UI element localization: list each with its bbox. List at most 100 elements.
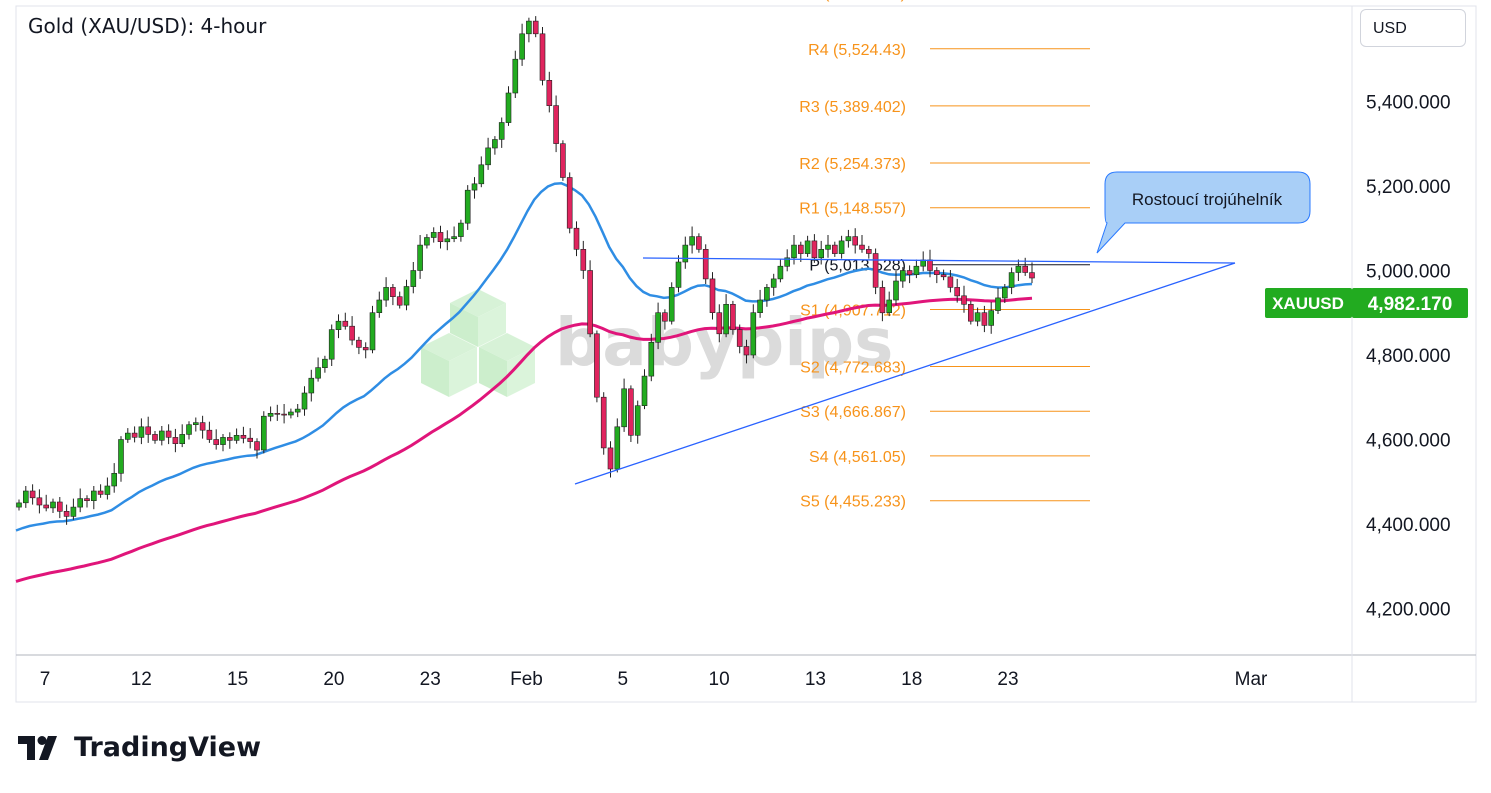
- candle-down: [539, 33, 546, 81]
- candle-up: [444, 238, 451, 243]
- pivot-label: P (5,013.528): [809, 258, 906, 275]
- candle-up: [111, 472, 117, 487]
- pivot-label: R2 (5,254.373): [799, 156, 906, 173]
- candle-up: [186, 424, 192, 435]
- candle-down: [29, 490, 36, 499]
- y-tick-label: 4,600.000: [1366, 431, 1451, 452]
- currency-button[interactable]: USD: [1360, 9, 1466, 47]
- candle-down: [797, 244, 804, 254]
- candle-up: [451, 236, 457, 240]
- candle-up: [750, 312, 757, 356]
- x-tick-label: 23: [420, 669, 441, 690]
- candle-up: [804, 240, 811, 254]
- candle-up: [845, 236, 852, 242]
- candle-down: [594, 333, 600, 398]
- callout-bubble[interactable]: Rostoucí trojúhelník: [1096, 171, 1311, 254]
- candle-down: [213, 439, 219, 445]
- candle-down: [662, 312, 668, 322]
- tradingview-brand[interactable]: TradingView: [18, 732, 261, 763]
- candle-up: [634, 405, 641, 436]
- candle-down: [940, 274, 947, 278]
- watermark-cubes-icon: [421, 289, 535, 397]
- candle-down: [831, 244, 838, 254]
- candle-up: [335, 320, 342, 331]
- candle-up: [328, 329, 335, 360]
- candle-up: [138, 426, 145, 438]
- candle-down: [84, 498, 90, 502]
- candle-up: [1008, 272, 1015, 288]
- candle-up: [288, 411, 294, 416]
- triangle-lower-line[interactable]: [574, 262, 1236, 485]
- candle-down: [63, 510, 70, 517]
- candle-up: [308, 377, 315, 394]
- candle-up: [818, 249, 825, 259]
- moving-averages: [15, 182, 1033, 583]
- candle-up: [369, 312, 376, 351]
- triangle-upper-line[interactable]: [642, 257, 1236, 264]
- price-text: 4,982.170: [1368, 294, 1453, 315]
- candle-up: [458, 222, 464, 237]
- candle-down: [600, 396, 607, 449]
- candle-up: [322, 358, 328, 369]
- candle-down: [981, 312, 988, 326]
- pivot-label: R1 (5,148.557): [799, 201, 906, 218]
- candle-up: [668, 287, 675, 322]
- candle-down: [390, 287, 396, 297]
- babypips-watermark: babypips: [421, 289, 893, 397]
- candle-up: [410, 270, 417, 287]
- y-tick-label: 4,800.000: [1366, 346, 1451, 367]
- candle-up: [492, 139, 498, 149]
- x-axis[interactable]: 7 12 15 20 23 Feb 5 10 13 18 23 Mar: [40, 669, 1268, 690]
- candle-down: [131, 432, 138, 438]
- symbol-text: XAUUSD: [1272, 294, 1344, 313]
- pivot-label: S5 (4,455.233): [800, 494, 906, 511]
- candle-up: [1015, 265, 1022, 273]
- pivot-label: S2 (4,772.683): [800, 360, 906, 377]
- candle-up: [1001, 287, 1008, 299]
- x-tick-label: 23: [997, 669, 1018, 690]
- candle-down: [199, 422, 206, 431]
- slow-moving-average-line: [15, 296, 1033, 583]
- candle-up: [505, 92, 512, 123]
- candle-up: [614, 426, 621, 470]
- x-tick-label: 12: [131, 669, 152, 690]
- y-tick-label: 5,000.000: [1366, 262, 1451, 283]
- x-tick-label: Feb: [510, 669, 543, 690]
- candle-down: [1022, 265, 1029, 273]
- candle-down: [172, 437, 179, 444]
- y-tick-label: 5,200.000: [1366, 177, 1451, 198]
- x-tick-label: 18: [901, 669, 922, 690]
- pivot-label: R3 (5,389.402): [799, 99, 906, 116]
- candles: [16, 16, 1035, 525]
- candle-down: [702, 249, 709, 280]
- candle-down: [879, 287, 886, 314]
- candle-down: [730, 303, 736, 330]
- candle-down: [961, 295, 967, 305]
- pivot-label: R5 (5,659.458): [799, 0, 906, 2]
- y-tick-label: 5,400.000: [1366, 92, 1451, 113]
- candle-down: [1029, 272, 1035, 279]
- candle-up: [770, 278, 777, 288]
- candle-up: [893, 280, 899, 301]
- candle-down: [906, 270, 913, 275]
- candle-up: [77, 498, 83, 508]
- candle-down: [362, 347, 369, 351]
- candle-up: [159, 430, 165, 441]
- callout-text: Rostoucí trojúhelník: [1132, 190, 1283, 209]
- chart-frame: [15, 5, 1477, 703]
- candle-down: [553, 105, 559, 144]
- tradingview-logo-icon: [18, 735, 57, 760]
- chart-title: Gold (XAU/USD): 4-hour: [28, 14, 267, 38]
- x-tick-label: 15: [227, 669, 248, 690]
- candle-down: [736, 329, 743, 347]
- candle-up: [267, 412, 274, 417]
- candle-down: [254, 441, 260, 451]
- symbol-tag: [1265, 288, 1352, 318]
- candle-up: [471, 183, 478, 191]
- candle-down: [811, 240, 818, 259]
- candle-down: [865, 249, 872, 254]
- candle-down: [97, 490, 104, 495]
- candle-up: [91, 490, 97, 501]
- candle-down: [933, 270, 940, 275]
